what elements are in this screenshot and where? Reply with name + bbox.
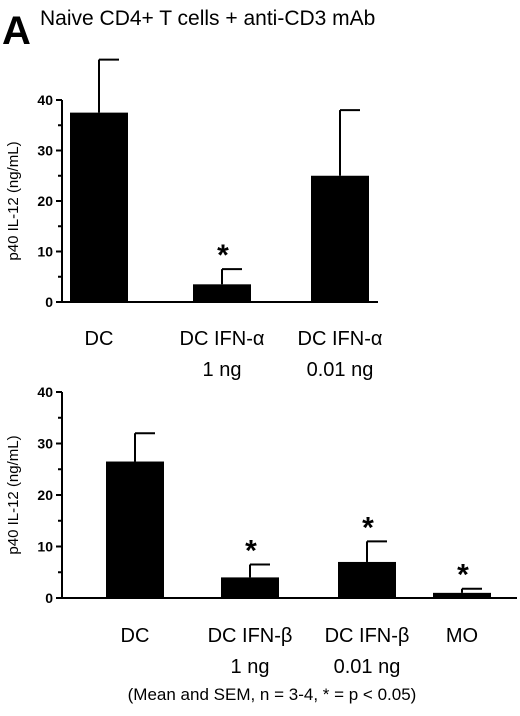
- category-label: DC: [85, 328, 114, 350]
- chart-top-ifn-alpha: 0 10 20 30 40 p40 IL-12 (ng/mL) DC * DC IFN-α 1 n…: [5, 58, 383, 381]
- category-label: DC IFN-β: [208, 625, 293, 647]
- category-label-line2: 1 ng: [231, 656, 270, 678]
- y-tick-label: 0: [45, 590, 53, 606]
- category-label-line2: 1 ng: [203, 359, 242, 381]
- significance-asterisk: *: [457, 559, 469, 592]
- bar: [433, 592, 491, 598]
- category-label: DC: [121, 625, 150, 647]
- y-tick-label: 0: [45, 294, 53, 310]
- category-label: DC IFN-α: [298, 328, 383, 350]
- category-label: DC IFN-α: [180, 328, 265, 350]
- y-axis-title: p40 IL-12 (ng/mL): [5, 141, 22, 260]
- category-label: DC IFN-β: [325, 625, 410, 647]
- y-tick-label: 30: [37, 143, 53, 159]
- bar: [221, 577, 279, 598]
- significance-asterisk: *: [362, 511, 374, 544]
- chart-bottom-ifn-beta: 0 10 20 30 40 p40 IL-12 (ng/mL) DC * DC IFN-β 1 n…: [5, 384, 517, 678]
- y-tick-label: 10: [37, 244, 53, 260]
- category-label: MO: [446, 625, 478, 647]
- significance-asterisk: *: [245, 535, 257, 568]
- y-tick-label: 30: [37, 436, 53, 452]
- y-tick-label: 40: [37, 384, 53, 400]
- significance-asterisk: *: [217, 239, 229, 272]
- y-tick-label: 10: [37, 539, 53, 555]
- figure-footnote: (Mean and SEM, n = 3-4, * = p < 0.05): [128, 685, 417, 704]
- y-tick-label: 20: [37, 487, 53, 503]
- y-axis-title: p40 IL-12 (ng/mL): [5, 435, 22, 554]
- bar: [193, 284, 251, 302]
- figure-heading: Naive CD4+ T cells + anti-CD3 mAb: [40, 7, 375, 30]
- panel-letter: A: [2, 9, 31, 53]
- bar: [70, 112, 128, 302]
- bar: [106, 461, 164, 598]
- category-label-line2: 0.01 ng: [334, 656, 401, 678]
- y-tick-label: 20: [37, 193, 53, 209]
- bar: [338, 561, 396, 598]
- category-label-line2: 0.01 ng: [307, 359, 374, 381]
- bar: [311, 175, 369, 302]
- y-tick-label: 40: [37, 92, 53, 108]
